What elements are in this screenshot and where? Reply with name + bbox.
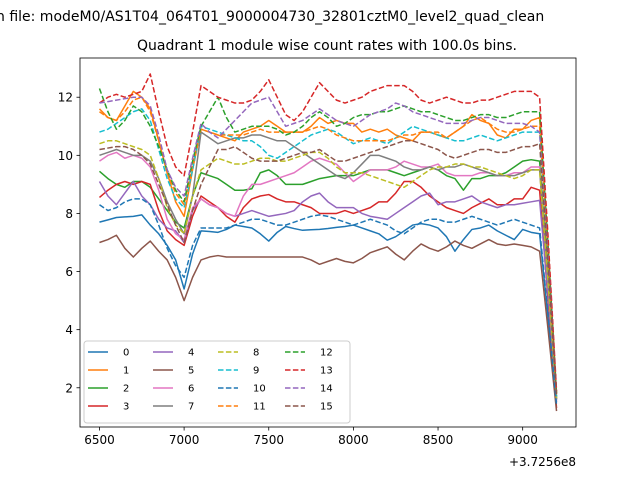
series-line-15 <box>99 140 558 397</box>
x-axis: 6500 7000 7500 8000 8500 9000 <box>84 427 538 447</box>
x-offset-label: +3.7256e8 <box>509 455 576 469</box>
legend-label-11: 11 <box>253 402 266 413</box>
legend-label-9: 9 <box>253 366 259 377</box>
series-line-1 <box>98 90 558 394</box>
legend-label-8: 8 <box>253 348 259 359</box>
y-tick-label-6: 6 <box>65 265 73 279</box>
legend-label-6: 6 <box>188 384 194 395</box>
axes-frame <box>79 57 577 428</box>
legend-label-14: 14 <box>320 384 333 395</box>
series-line-6 <box>99 151 558 400</box>
chart-title: Quadrant 1 module wise count rates with … <box>137 38 517 54</box>
series-line-2 <box>98 158 558 400</box>
series-line-5 <box>99 234 558 412</box>
y-tick-label-2: 2 <box>65 381 73 395</box>
x-tick-label-7500: 7500 <box>253 433 284 447</box>
x-tick-label-7000: 7000 <box>169 433 200 447</box>
series-line-14 <box>99 96 558 397</box>
legend-label-5: 5 <box>188 366 194 377</box>
legend-label-3: 3 <box>123 402 129 413</box>
y-tick-label-10: 10 <box>58 149 73 163</box>
legend-label-4: 4 <box>188 348 194 359</box>
legend-label-12: 12 <box>320 348 333 359</box>
legend-label-1: 1 <box>123 366 129 377</box>
legend-label-13: 13 <box>320 366 333 377</box>
legend-label-2: 2 <box>123 384 129 395</box>
legend-label-10: 10 <box>253 384 266 395</box>
series-line-0 <box>99 214 558 400</box>
series-line-7 <box>99 131 558 397</box>
series-line-13 <box>99 73 558 391</box>
y-tick-label-8: 8 <box>65 207 73 221</box>
series-line-4 <box>98 180 558 403</box>
x-tick-label-9000: 9000 <box>507 433 538 447</box>
legend-label-15: 15 <box>320 402 333 413</box>
axes-border <box>79 57 577 428</box>
series-line-11 <box>99 96 558 394</box>
figure-suptitle: n file: modeM0/AS1T04_064T01_9000004730_… <box>0 9 544 25</box>
series-lines <box>98 73 558 412</box>
legend-label-7: 7 <box>188 402 194 413</box>
x-tick-label-6500: 6500 <box>84 433 115 447</box>
y-axis: 2 4 6 8 10 12 <box>58 91 80 395</box>
legend-box <box>83 340 351 424</box>
series-line-12 <box>98 88 558 394</box>
series-line-3 <box>98 180 558 409</box>
x-tick-label-8500: 8500 <box>423 433 454 447</box>
series-line-10 <box>99 198 558 406</box>
x-tick-label-8000: 8000 <box>338 433 369 447</box>
legend-label-0: 0 <box>123 348 129 359</box>
y-tick-label-4: 4 <box>65 323 73 337</box>
y-tick-label-12: 12 <box>58 91 73 105</box>
